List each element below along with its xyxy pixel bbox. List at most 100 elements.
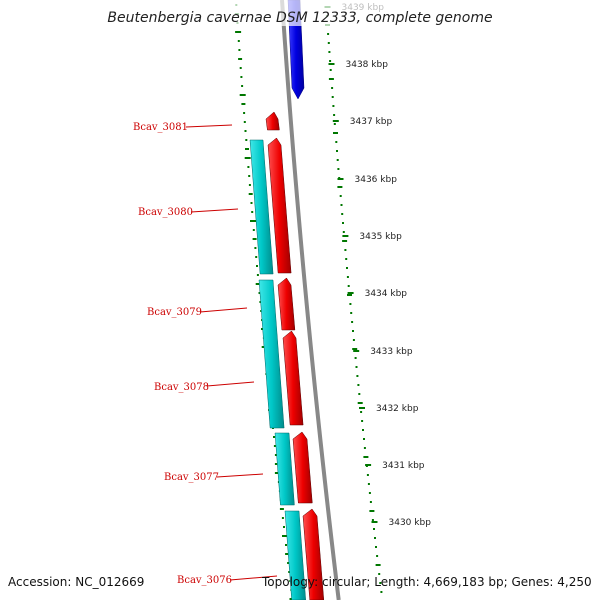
- gc-tick: [378, 573, 381, 575]
- kbp-label: 3432 kbp: [376, 404, 419, 414]
- kbp-tick: [371, 521, 378, 523]
- gc-tick: [255, 283, 262, 285]
- reverse-gene-4: [284, 510, 306, 600]
- kbp-tick: [328, 63, 335, 65]
- kbp-tick: [342, 235, 349, 237]
- gc-tick: [243, 112, 246, 114]
- accession-label: Accession: NC_012669: [8, 575, 144, 589]
- kbp-label: 3438 kbp: [346, 60, 389, 70]
- reverse-gene-2: [258, 279, 285, 429]
- gc-tick: [327, 42, 330, 44]
- gc-tick: [282, 535, 288, 537]
- kbp-tick: [347, 292, 354, 294]
- gc-tick: [347, 294, 352, 296]
- gc-tick: [328, 51, 331, 53]
- kbp-label: 3435 kbp: [359, 232, 402, 242]
- kbp-label: 3431 kbp: [382, 461, 425, 471]
- gc-tick: [285, 544, 287, 546]
- gc-tick: [252, 238, 257, 240]
- gc-tick: [363, 438, 365, 440]
- feature-track: [249, 0, 325, 600]
- gc-tick: [351, 321, 354, 323]
- gc-tick: [287, 562, 290, 564]
- gc-tick: [281, 517, 284, 519]
- gene-label: Bcav_3076: [177, 575, 232, 586]
- gc-tick: [347, 285, 350, 287]
- kbp-label: 3437 kbp: [350, 117, 393, 127]
- gc-tick: [279, 508, 284, 510]
- kbp-tick: [337, 178, 344, 180]
- kbp-label: 3433 kbp: [370, 347, 413, 357]
- gc-tick: [352, 339, 355, 341]
- gene-label-leader: [206, 381, 255, 387]
- gc-tick: [243, 121, 246, 123]
- gc-tick: [374, 537, 376, 539]
- map-title: Beutenbergia cavernae DSM 12333, complet…: [107, 10, 492, 26]
- gc-tick: [341, 213, 344, 215]
- genome-backbone: [280, 0, 341, 600]
- gene-label-leader: [199, 307, 248, 313]
- reverse-gene-3: [274, 432, 295, 506]
- gc-tick: [327, 33, 330, 35]
- gc-tick: [250, 220, 256, 222]
- gc-tick: [335, 141, 338, 143]
- gc-tick: [361, 420, 364, 422]
- kbp-tick: [359, 407, 365, 409]
- gc-tick: [331, 87, 334, 89]
- gc-tick: [337, 168, 340, 170]
- gc-tick: [248, 175, 251, 177]
- gc-tick: [248, 184, 251, 186]
- gc-tick: [375, 564, 381, 566]
- forward-gene-bcav-3078: [282, 330, 304, 426]
- gc-tick: [329, 60, 332, 62]
- gene-label-leader: [229, 575, 278, 581]
- gc-tick: [339, 195, 342, 197]
- gc-tick: [362, 429, 364, 431]
- gc-tick: [357, 402, 363, 404]
- gc-tick: [379, 582, 382, 584]
- gene-label: Bcav_3078: [154, 382, 209, 393]
- gc-tick: [248, 193, 253, 195]
- gc-tick: [238, 58, 243, 60]
- topology-label: Topology: circular; Length: 4,669,183 bp…: [261, 575, 592, 589]
- gc-tick: [273, 436, 275, 438]
- gc-tick: [239, 67, 242, 69]
- gc-tick: [273, 445, 276, 447]
- gc-tick: [331, 96, 334, 98]
- gc-tick: [237, 40, 240, 42]
- gc-tick: [373, 528, 375, 530]
- gc-tick: [251, 211, 254, 213]
- gc-tick: [247, 166, 250, 168]
- gc-tick: [369, 501, 372, 503]
- gc-tick: [340, 204, 343, 206]
- gc-tick: [352, 348, 358, 350]
- gc-tick: [244, 157, 251, 159]
- gc-tick: [346, 276, 349, 278]
- gc-tick: [329, 69, 332, 71]
- gc-tick: [255, 256, 258, 258]
- kbp-tick: [332, 120, 339, 122]
- gc-tick: [333, 114, 336, 116]
- gc-tick: [245, 139, 248, 141]
- kbp-label: 3434 kbp: [365, 289, 408, 299]
- gc-tick: [235, 31, 242, 33]
- forward-gene-bcav-3080: [267, 137, 292, 274]
- reverse-gene-1: [249, 139, 274, 275]
- gc-tick: [367, 483, 370, 485]
- gc-tick: [239, 94, 246, 96]
- gc-content-track-right: [325, 6, 383, 593]
- gc-tick: [241, 85, 244, 87]
- gc-tick: [328, 78, 334, 80]
- gc-tick: [368, 492, 371, 494]
- gene-label-leader: [190, 208, 239, 213]
- gene-label: Bcav_3077: [164, 472, 219, 483]
- gc-tick: [244, 130, 247, 132]
- gc-tick: [366, 474, 369, 476]
- gc-tick: [352, 330, 354, 332]
- gene-label: Bcav_3081: [133, 122, 188, 133]
- gc-tick: [350, 312, 353, 314]
- gc-tick: [245, 148, 249, 150]
- kbp-tick-marks: [324, 6, 378, 523]
- gc-tick: [349, 303, 352, 305]
